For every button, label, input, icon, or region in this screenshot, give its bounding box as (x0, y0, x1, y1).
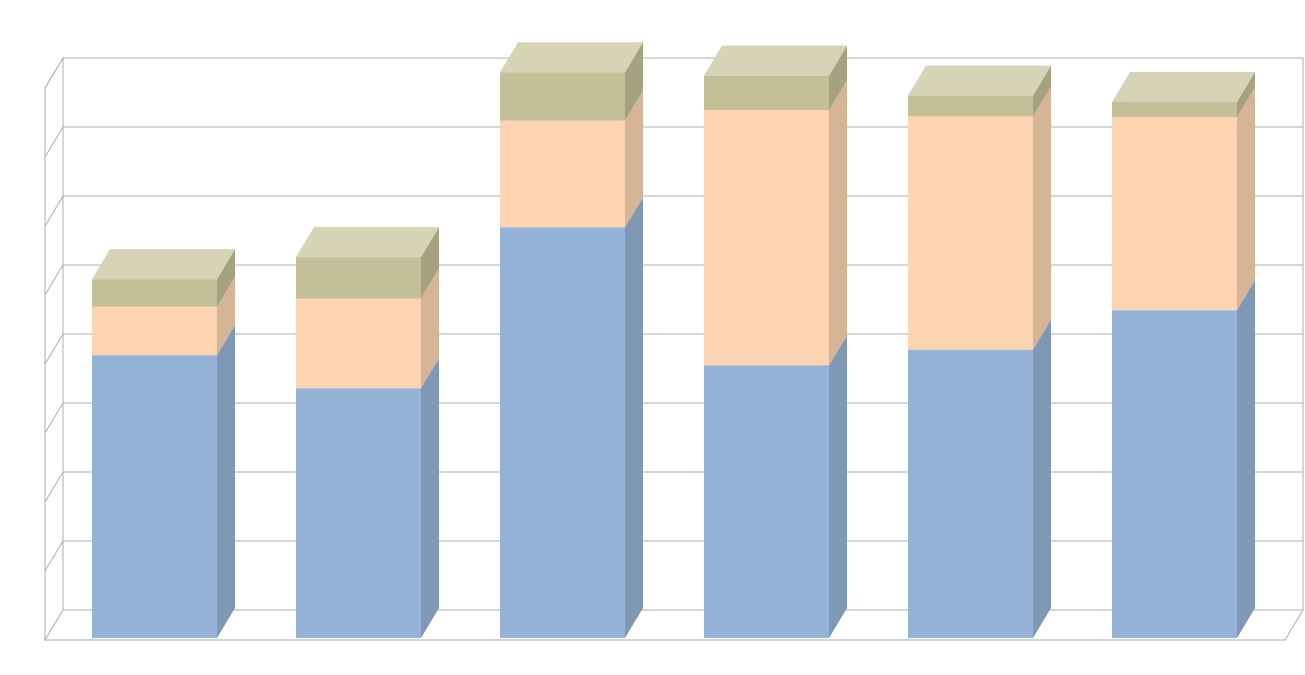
bar-4 (908, 66, 1051, 638)
bar-1 (296, 227, 439, 638)
bar-3 (704, 46, 847, 638)
bar-5 (1112, 72, 1255, 638)
stacked-bar-3d-chart (0, 0, 1305, 675)
bar-0 (92, 249, 235, 638)
bar-2 (500, 42, 643, 638)
